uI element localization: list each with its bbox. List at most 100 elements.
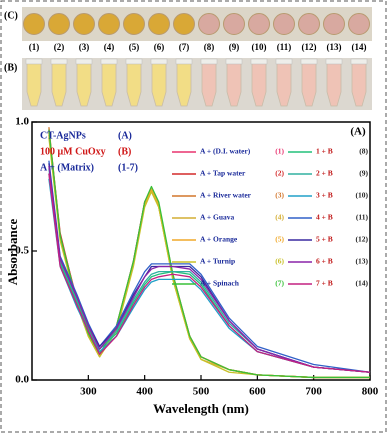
panel-label: (B)	[4, 62, 17, 73]
x-tick-label: 600	[249, 386, 266, 398]
well	[148, 13, 170, 35]
key-text: CT-AgNPs	[40, 130, 86, 141]
legend-label: 3 + B	[316, 191, 333, 200]
legend-label: A + Orange	[200, 235, 238, 244]
tube	[351, 61, 367, 107]
panel-label: (C)	[4, 10, 18, 21]
well-label: (7)	[179, 42, 190, 52]
well-label: (4)	[104, 42, 115, 52]
well	[73, 13, 95, 35]
tube	[151, 61, 167, 107]
tube	[101, 61, 117, 107]
key-text: 100 μM CuOxy	[40, 146, 106, 157]
series-line	[48, 160, 371, 373]
well-label: (9)	[229, 42, 240, 52]
y-tick-label: 0.5	[15, 245, 29, 257]
tube-cap	[200, 58, 218, 65]
tube	[226, 61, 242, 107]
well-label: (2)	[54, 42, 65, 52]
well	[323, 13, 345, 35]
y-tick-label: 1.0	[15, 116, 29, 128]
well	[273, 13, 295, 35]
tube-cap	[25, 58, 43, 65]
legend-tag: (14)	[356, 279, 369, 288]
key-tag: (B)	[118, 146, 131, 157]
legend-tag: (11)	[356, 213, 369, 222]
legend-label: 2 + B	[316, 169, 333, 178]
well-label: (13)	[327, 42, 342, 52]
legend-label: A + (D.I. water)	[200, 147, 251, 156]
tube-cap	[300, 58, 318, 65]
legend-tag: (12)	[356, 235, 369, 244]
well	[198, 13, 220, 35]
x-tick-label: 500	[193, 386, 210, 398]
legend-tag: (10)	[356, 191, 369, 200]
legend-label: A + Turnip	[200, 257, 235, 266]
chart-title: (A)	[350, 126, 366, 138]
well-label: (8)	[204, 42, 215, 52]
tube-cap	[150, 58, 168, 65]
legend-label: 1 + B	[316, 147, 333, 156]
tube-cap	[175, 58, 193, 65]
tube-cap	[125, 58, 143, 65]
well-label: (6)	[154, 42, 165, 52]
tube	[51, 61, 67, 107]
tube	[251, 61, 267, 107]
series-line	[48, 173, 371, 373]
well	[348, 13, 370, 35]
well	[173, 13, 195, 35]
tube-cap	[275, 58, 293, 65]
tube-cap	[350, 58, 368, 65]
well-label: (14)	[352, 42, 367, 52]
well-label: (5)	[129, 42, 140, 52]
legend-tag: (5)	[275, 235, 284, 244]
legend-tag: (13)	[356, 257, 369, 266]
well	[248, 13, 270, 35]
tubes-photo	[22, 58, 372, 110]
tube	[176, 61, 192, 107]
legend-tag: (1)	[275, 147, 284, 156]
legend-label: 6 + B	[316, 257, 333, 266]
key-tag: (A)	[118, 130, 132, 141]
well	[298, 13, 320, 35]
tube-cap	[50, 58, 68, 65]
tube-cap	[75, 58, 93, 65]
tube	[26, 61, 42, 107]
legend-tag: (4)	[275, 213, 284, 222]
legend-label: 5 + B	[316, 235, 333, 244]
tube	[301, 61, 317, 107]
legend-label: A + Tap water	[200, 169, 246, 178]
well-label: (12)	[302, 42, 317, 52]
legend-label: A + Guava	[200, 213, 235, 222]
well	[123, 13, 145, 35]
legend-tag: (7)	[275, 279, 284, 288]
x-tick-label: 800	[362, 386, 379, 398]
tube-cap	[100, 58, 118, 65]
legend-label: 4 + B	[316, 213, 333, 222]
legend-label: 7 + B	[316, 279, 333, 288]
y-axis-label: Absorbance	[5, 219, 20, 286]
series-line	[48, 137, 370, 379]
plot-frame	[31, 121, 371, 381]
tube	[326, 61, 342, 107]
well	[48, 13, 70, 35]
x-tick-label: 700	[305, 386, 322, 398]
legend-tag: (9)	[359, 169, 368, 178]
x-tick-label: 300	[80, 386, 97, 398]
key-tag: (1-7)	[118, 162, 138, 173]
well-label: (1)	[29, 42, 40, 52]
well	[23, 13, 45, 35]
tube-cap	[250, 58, 268, 65]
tube	[201, 61, 217, 107]
well	[223, 13, 245, 35]
x-axis-label: Wavelength (nm)	[153, 401, 249, 416]
legend-label: A + River water	[200, 191, 252, 200]
tube	[76, 61, 92, 107]
legend-tag: (6)	[275, 257, 284, 266]
well-label: (10)	[252, 42, 267, 52]
tube-cap	[325, 58, 343, 65]
y-tick-label: 0.0	[15, 374, 29, 386]
well-label: (11)	[277, 42, 292, 52]
